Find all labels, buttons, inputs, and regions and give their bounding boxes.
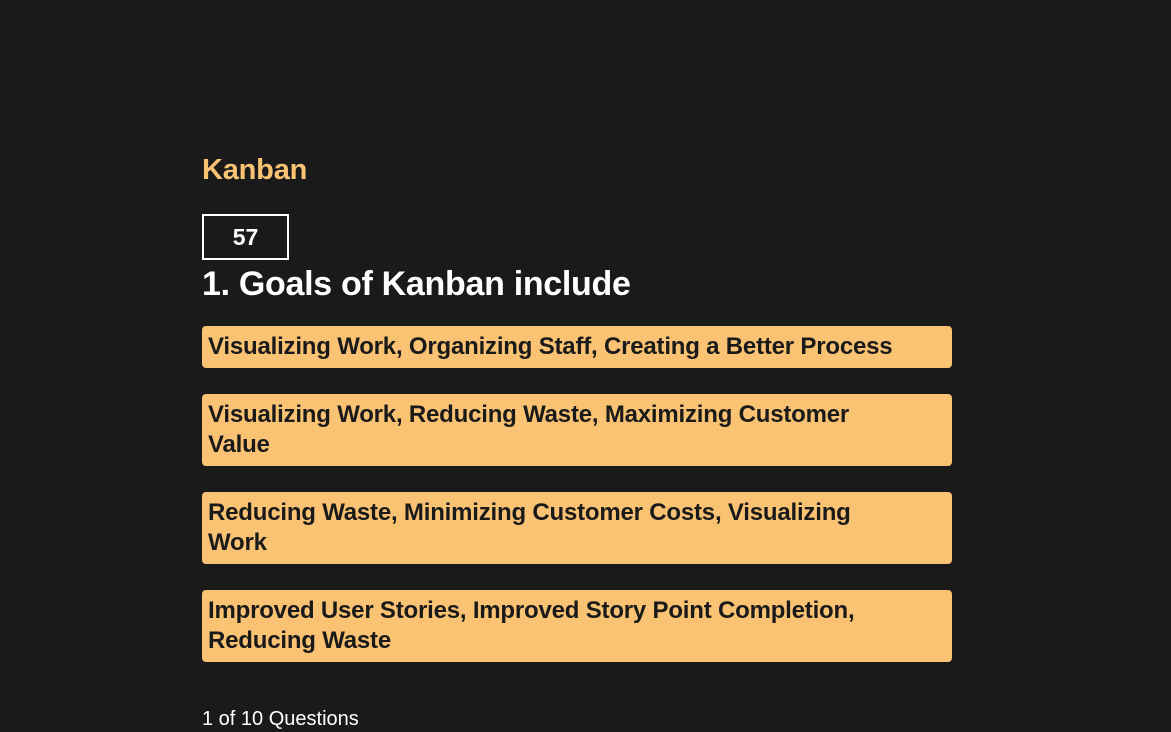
question-text: 1. Goals of Kanban include <box>202 265 631 303</box>
question-progress: 1 of 10 Questions <box>202 708 359 730</box>
answer-option-3[interactable]: Reducing Waste, Minimizing Customer Cost… <box>202 492 952 564</box>
answer-option-4[interactable]: Improved User Stories, Improved Story Po… <box>202 590 952 662</box>
timer-display: 57 <box>202 214 289 260</box>
answer-list: Visualizing Work, Organizing Staff, Crea… <box>202 326 952 662</box>
quiz-container: Kanban 57 1. Goals of Kanban include Vis… <box>202 150 952 732</box>
quiz-title: Kanban <box>202 154 308 186</box>
answer-option-2[interactable]: Visualizing Work, Reducing Waste, Maximi… <box>202 394 952 466</box>
answer-option-1[interactable]: Visualizing Work, Organizing Staff, Crea… <box>202 326 952 368</box>
